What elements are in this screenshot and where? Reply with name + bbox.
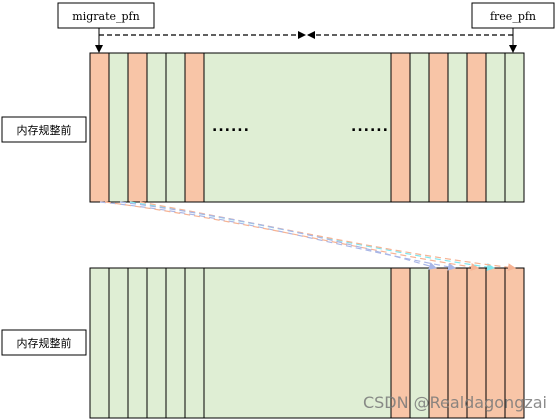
migrate-pfn-text: migrate_pfn	[72, 10, 139, 23]
ellipsis-left: ......	[212, 119, 250, 135]
memory-row-after	[89, 267, 525, 419]
page-block-movable	[127, 52, 148, 203]
page-block-free	[504, 52, 525, 203]
page-block-free	[409, 52, 430, 203]
page-block-free	[485, 52, 506, 203]
label-after: 内存规整前	[1, 329, 87, 356]
page-block-movable	[390, 52, 411, 203]
free-pfn-label: free_pfn	[471, 2, 555, 29]
page-block-free	[108, 267, 129, 419]
page-block-free	[184, 267, 205, 419]
ellipsis-right: ......	[351, 119, 389, 135]
migration-arrow-1	[99, 201, 456, 271]
label-before-text: 内存规整前	[17, 123, 72, 137]
label-after-text: 内存规整前	[17, 336, 72, 350]
page-block-free	[447, 52, 468, 203]
page-block-movable	[428, 52, 449, 203]
migrate-pfn-label: migrate_pfn	[57, 2, 155, 29]
free-pfn-text: free_pfn	[490, 10, 536, 23]
page-block-free	[146, 267, 167, 419]
migration-arrow-4	[139, 201, 516, 272]
page-block-movable	[184, 52, 205, 203]
page-block-free	[89, 267, 110, 419]
label-before: 内存规整前	[1, 116, 87, 143]
page-block-free	[165, 52, 186, 203]
page-block-free	[203, 52, 392, 203]
page-block-free	[127, 267, 148, 419]
page-block-movable	[466, 52, 487, 203]
memory-row-before	[89, 52, 525, 203]
page-block-movable	[89, 52, 110, 203]
migration-arrow-2	[104, 201, 479, 271]
page-block-free	[108, 52, 129, 203]
page-block-free	[165, 267, 186, 419]
page-block-free	[146, 52, 167, 203]
migration-arrow-5	[119, 201, 437, 270]
watermark: CSDN @Realdagongzai	[362, 393, 547, 412]
